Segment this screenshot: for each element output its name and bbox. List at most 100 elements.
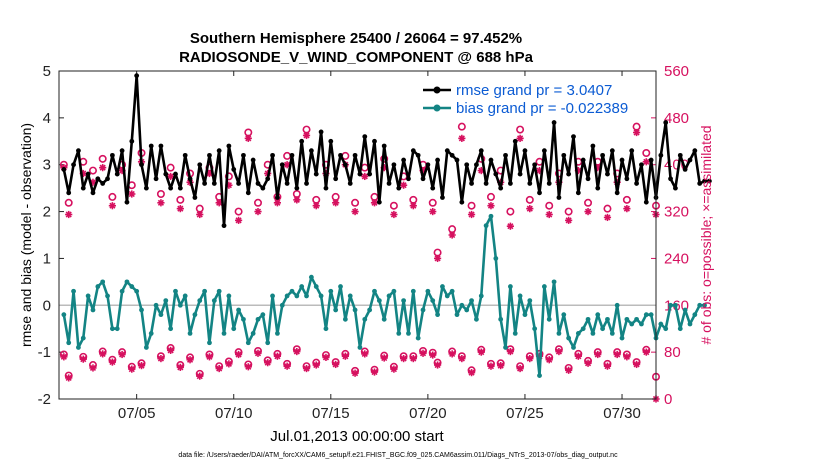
obs-assimilated-marker <box>623 353 630 360</box>
obs-assimilated-marker <box>604 214 611 221</box>
series-point-bias <box>581 326 586 331</box>
series-point-rmse <box>197 162 202 167</box>
series-point-bias <box>260 312 265 317</box>
footer-data-file: data file: /Users/raeder/DAI/ATM_forcXX/… <box>178 452 618 459</box>
series-point-rmse <box>343 162 348 167</box>
series-point-bias <box>149 331 154 336</box>
obs-assimilated-marker <box>487 363 494 370</box>
obs-assimilated-marker <box>89 364 96 371</box>
series-point-bias <box>663 326 668 331</box>
series-point-rmse <box>226 144 231 149</box>
series-point-rmse <box>605 172 610 177</box>
series-point-rmse <box>372 139 377 144</box>
obs-assimilated-marker <box>196 373 203 380</box>
series-point-bias <box>154 303 159 308</box>
series-point-bias <box>644 312 649 317</box>
series-point-rmse <box>566 172 571 177</box>
series-point-rmse <box>406 176 411 181</box>
series-point-rmse <box>95 176 100 181</box>
series-point-bias <box>450 289 455 294</box>
series-point-rmse <box>644 200 649 205</box>
obs-assimilated-marker <box>274 199 281 206</box>
series-point-rmse <box>231 167 236 172</box>
series-point-rmse <box>328 139 333 144</box>
obs-assimilated-marker <box>245 135 252 142</box>
series-point-bias <box>537 373 542 378</box>
series-point-bias <box>231 326 236 331</box>
series-point-bias <box>683 308 688 313</box>
series-point-rmse <box>416 153 421 158</box>
obs-assimilated-marker <box>429 351 436 358</box>
series-point-rmse <box>377 200 382 205</box>
obs-assimilated-marker <box>565 367 572 374</box>
obs-assimilated-marker <box>361 350 368 357</box>
series-point-rmse <box>518 172 523 177</box>
series-point-rmse <box>586 176 591 181</box>
series-point-bias <box>425 289 430 294</box>
series-point-rmse <box>683 167 688 172</box>
series-point-rmse <box>513 139 518 144</box>
series-point-rmse <box>557 195 562 200</box>
series-point-bias <box>668 303 673 308</box>
y-axis-right-label: # of obs: o=possible; ×=assimilated <box>698 125 714 344</box>
series-point-bias <box>416 336 421 341</box>
chart-figure: Southern Hemisphere 25400 / 26064 = 97.4… <box>0 0 830 470</box>
series-point-rmse <box>425 162 430 167</box>
obs-assimilated-marker <box>177 364 184 371</box>
series-point-bias <box>270 294 275 299</box>
series-point-bias <box>586 317 591 322</box>
series-point-rmse <box>362 134 367 139</box>
series-point-bias <box>217 289 222 294</box>
series-point-bias <box>139 308 144 313</box>
obs-assimilated-marker <box>633 129 640 136</box>
series-point-rmse <box>552 120 557 125</box>
obs-assimilated-marker <box>351 208 358 215</box>
y-axis-right: 080160240320400480560 <box>651 63 689 408</box>
series-point-bias <box>251 331 256 336</box>
obs-assimilated-marker <box>516 365 523 372</box>
series-point-rmse <box>688 158 693 163</box>
obs-assimilated-marker <box>109 202 116 209</box>
obs-assimilated-marker <box>109 359 116 366</box>
series-point-rmse <box>285 181 290 186</box>
series-point-rmse <box>469 181 474 186</box>
y-tick-label-left: 3 <box>43 157 51 174</box>
series-point-bias <box>649 312 654 317</box>
series-point-rmse <box>430 186 435 191</box>
series-point-bias <box>299 284 304 289</box>
series-point-bias <box>173 289 178 294</box>
obs-assimilated-marker <box>390 211 397 218</box>
series-point-rmse <box>678 153 683 158</box>
series-point-bias <box>401 298 406 303</box>
series-point-rmse <box>222 223 227 228</box>
obs-assimilated-marker <box>177 205 184 212</box>
obs-assimilated-marker <box>60 353 67 360</box>
series-point-bias <box>280 303 285 308</box>
series-point-bias <box>527 298 532 303</box>
series-point-rmse <box>275 195 280 200</box>
series-point-rmse <box>173 172 178 177</box>
series-point-rmse <box>576 190 581 195</box>
series-point-rmse <box>193 195 198 200</box>
series-point-bias <box>571 345 576 350</box>
series-point-rmse <box>663 120 668 125</box>
obs-assimilated-marker <box>434 255 441 262</box>
obs-assimilated-marker <box>400 355 407 362</box>
series-point-rmse <box>629 148 634 153</box>
series-point-bias <box>503 345 508 350</box>
series-point-bias <box>125 279 130 284</box>
series-point-rmse <box>464 162 469 167</box>
series-point-bias <box>294 294 299 299</box>
series-point-rmse <box>591 144 596 149</box>
series-point-rmse <box>474 162 479 167</box>
series-point-bias <box>348 294 353 299</box>
series-point-rmse <box>183 153 188 158</box>
series-point-bias <box>411 289 416 294</box>
series-point-bias <box>66 340 71 345</box>
series-point-rmse <box>154 176 159 181</box>
series-point-rmse <box>396 186 401 191</box>
obs-assimilated-marker <box>99 350 106 357</box>
series-point-bias <box>692 312 697 317</box>
series-point-bias <box>498 317 503 322</box>
series-point-bias <box>396 331 401 336</box>
